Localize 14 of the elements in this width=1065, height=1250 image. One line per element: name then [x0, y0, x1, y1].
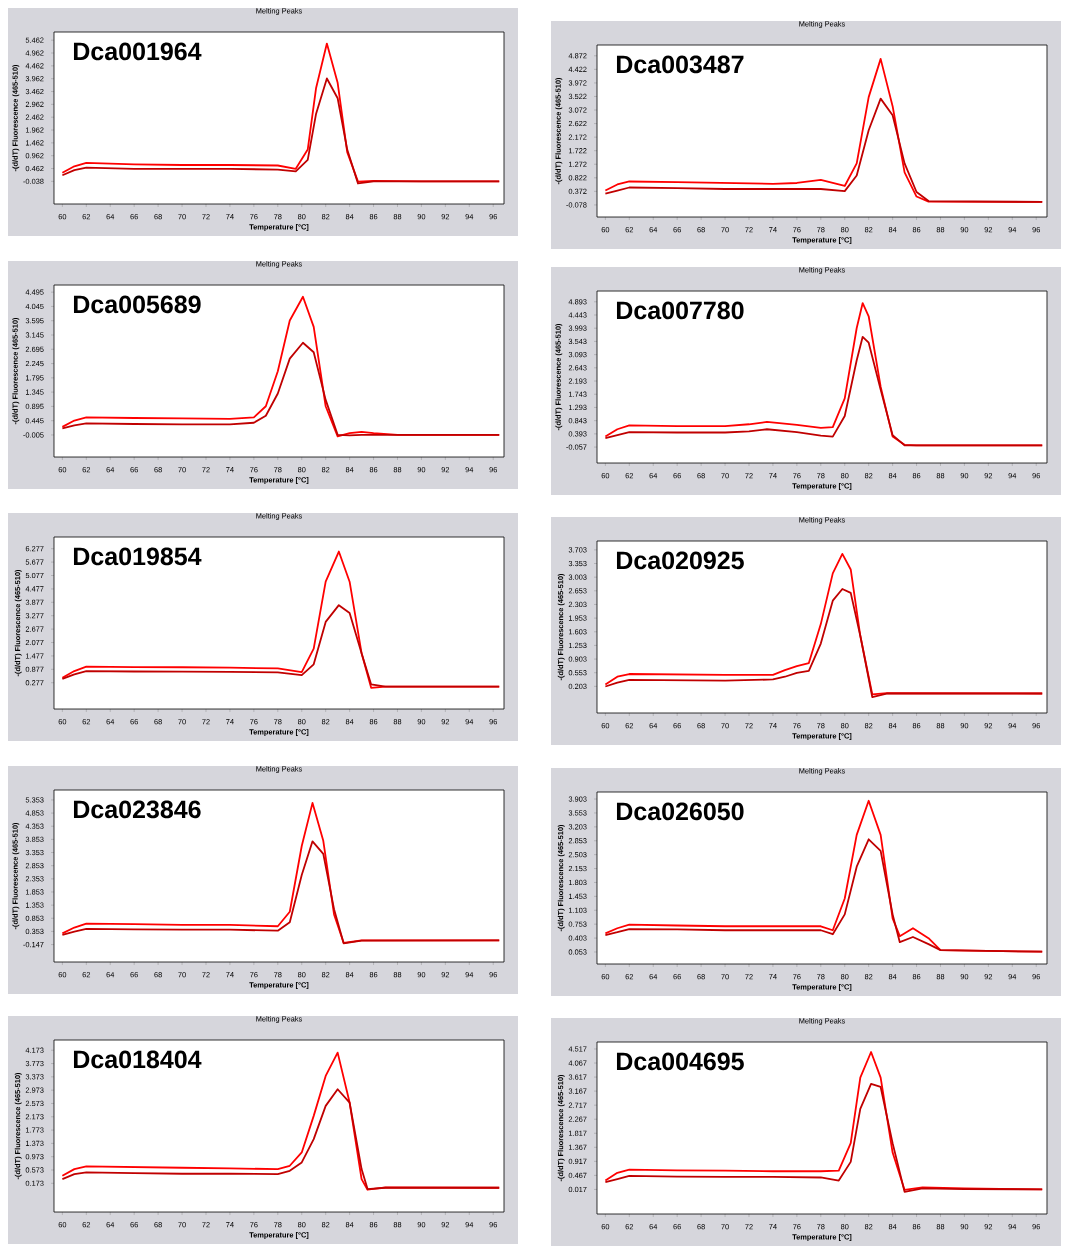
- annotation: Dca019854: [73, 547, 202, 566]
- annotation: Dca020925: [616, 551, 744, 570]
- annotation: Dca026050: [616, 802, 744, 821]
- line-series: [61, 840, 501, 945]
- annotation: Dca001964: [73, 42, 202, 61]
- annotation: Dca018404: [73, 1050, 202, 1069]
- line-series: [604, 1082, 1044, 1193]
- annotation: Dca007780: [616, 301, 744, 320]
- annotation: Dca004695: [616, 1052, 744, 1071]
- annotation: Dca023846: [73, 800, 201, 819]
- line-series: [61, 1088, 501, 1190]
- line-series: [61, 604, 501, 688]
- annotation: Dca005689: [73, 295, 201, 314]
- annotation: Dca003487: [616, 55, 744, 74]
